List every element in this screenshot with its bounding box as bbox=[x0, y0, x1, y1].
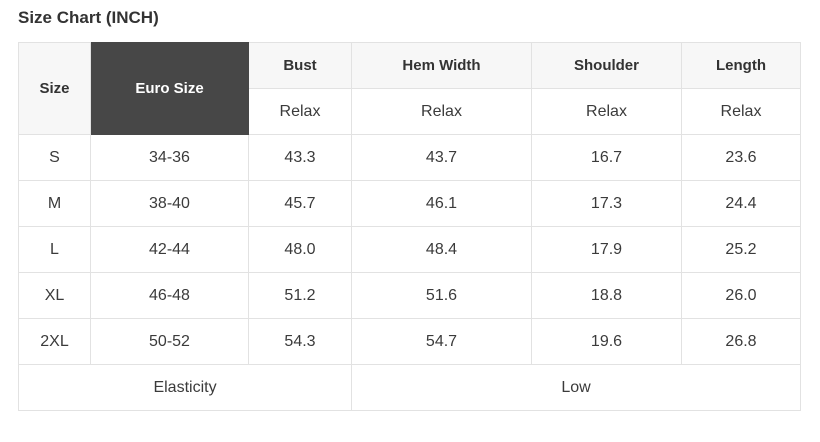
hem-width-cell: 51.6 bbox=[351, 272, 532, 319]
size-cell: M bbox=[18, 180, 91, 227]
length-cell: 26.8 bbox=[681, 318, 801, 365]
footer-row: Elasticity Low bbox=[18, 364, 801, 411]
shoulder-cell: 17.9 bbox=[531, 226, 682, 273]
hem-width-cell: 43.7 bbox=[351, 134, 532, 181]
size-cell: S bbox=[18, 134, 91, 181]
header-row-top: Size Euro Size Bust Hem Width Shoulder L… bbox=[18, 42, 801, 135]
table-row-m: M 38-40 45.7 46.1 17.3 24.4 bbox=[18, 180, 801, 227]
size-cell: XL bbox=[18, 272, 91, 319]
fit-type-shoulder: Relax bbox=[531, 88, 682, 135]
shoulder-cell: 19.6 bbox=[531, 318, 682, 365]
fit-type-hem-width: Relax bbox=[351, 88, 532, 135]
col-header-shoulder: Shoulder bbox=[531, 42, 682, 89]
size-chart-table: Size Euro Size Bust Hem Width Shoulder L… bbox=[18, 42, 801, 411]
elasticity-label: Elasticity bbox=[18, 364, 352, 411]
bust-cell: 45.7 bbox=[248, 180, 352, 227]
bust-cell: 54.3 bbox=[248, 318, 352, 365]
euro-size-cell: 42-44 bbox=[90, 226, 249, 273]
bust-cell: 43.3 bbox=[248, 134, 352, 181]
hem-width-cell: 48.4 bbox=[351, 226, 532, 273]
shoulder-cell: 17.3 bbox=[531, 180, 682, 227]
length-cell: 26.0 bbox=[681, 272, 801, 319]
size-cell: 2XL bbox=[18, 318, 91, 365]
shoulder-cell: 18.8 bbox=[531, 272, 682, 319]
shoulder-cell: 16.7 bbox=[531, 134, 682, 181]
col-header-hem-width: Hem Width bbox=[351, 42, 532, 89]
euro-size-cell: 50-52 bbox=[90, 318, 249, 365]
col-header-size: Size bbox=[18, 42, 91, 135]
euro-size-cell: 38-40 bbox=[90, 180, 249, 227]
fit-type-length: Relax bbox=[681, 88, 801, 135]
bust-cell: 48.0 bbox=[248, 226, 352, 273]
hem-width-cell: 54.7 bbox=[351, 318, 532, 365]
table-row-xl: XL 46-48 51.2 51.6 18.8 26.0 bbox=[18, 272, 801, 319]
euro-size-cell: 34-36 bbox=[90, 134, 249, 181]
table-row-l: L 42-44 48.0 48.4 17.9 25.2 bbox=[18, 226, 801, 273]
fit-type-bust: Relax bbox=[248, 88, 352, 135]
col-header-euro-size: Euro Size bbox=[90, 42, 249, 135]
size-chart-title: Size Chart (INCH) bbox=[18, 8, 159, 27]
table-row-2xl: 2XL 50-52 54.3 54.7 19.6 26.8 bbox=[18, 318, 801, 365]
length-cell: 25.2 bbox=[681, 226, 801, 273]
header-row-fit-type: Relax Relax Relax Relax bbox=[19, 88, 801, 135]
bust-cell: 51.2 bbox=[248, 272, 352, 319]
elasticity-value: Low bbox=[351, 364, 801, 411]
col-header-bust: Bust bbox=[248, 42, 352, 89]
hem-width-cell: 46.1 bbox=[351, 180, 532, 227]
euro-size-cell: 46-48 bbox=[90, 272, 249, 319]
length-cell: 23.6 bbox=[681, 134, 801, 181]
col-header-length: Length bbox=[681, 42, 801, 89]
size-cell: L bbox=[18, 226, 91, 273]
table-row-s: S 34-36 43.3 43.7 16.7 23.6 bbox=[18, 134, 801, 181]
length-cell: 24.4 bbox=[681, 180, 801, 227]
